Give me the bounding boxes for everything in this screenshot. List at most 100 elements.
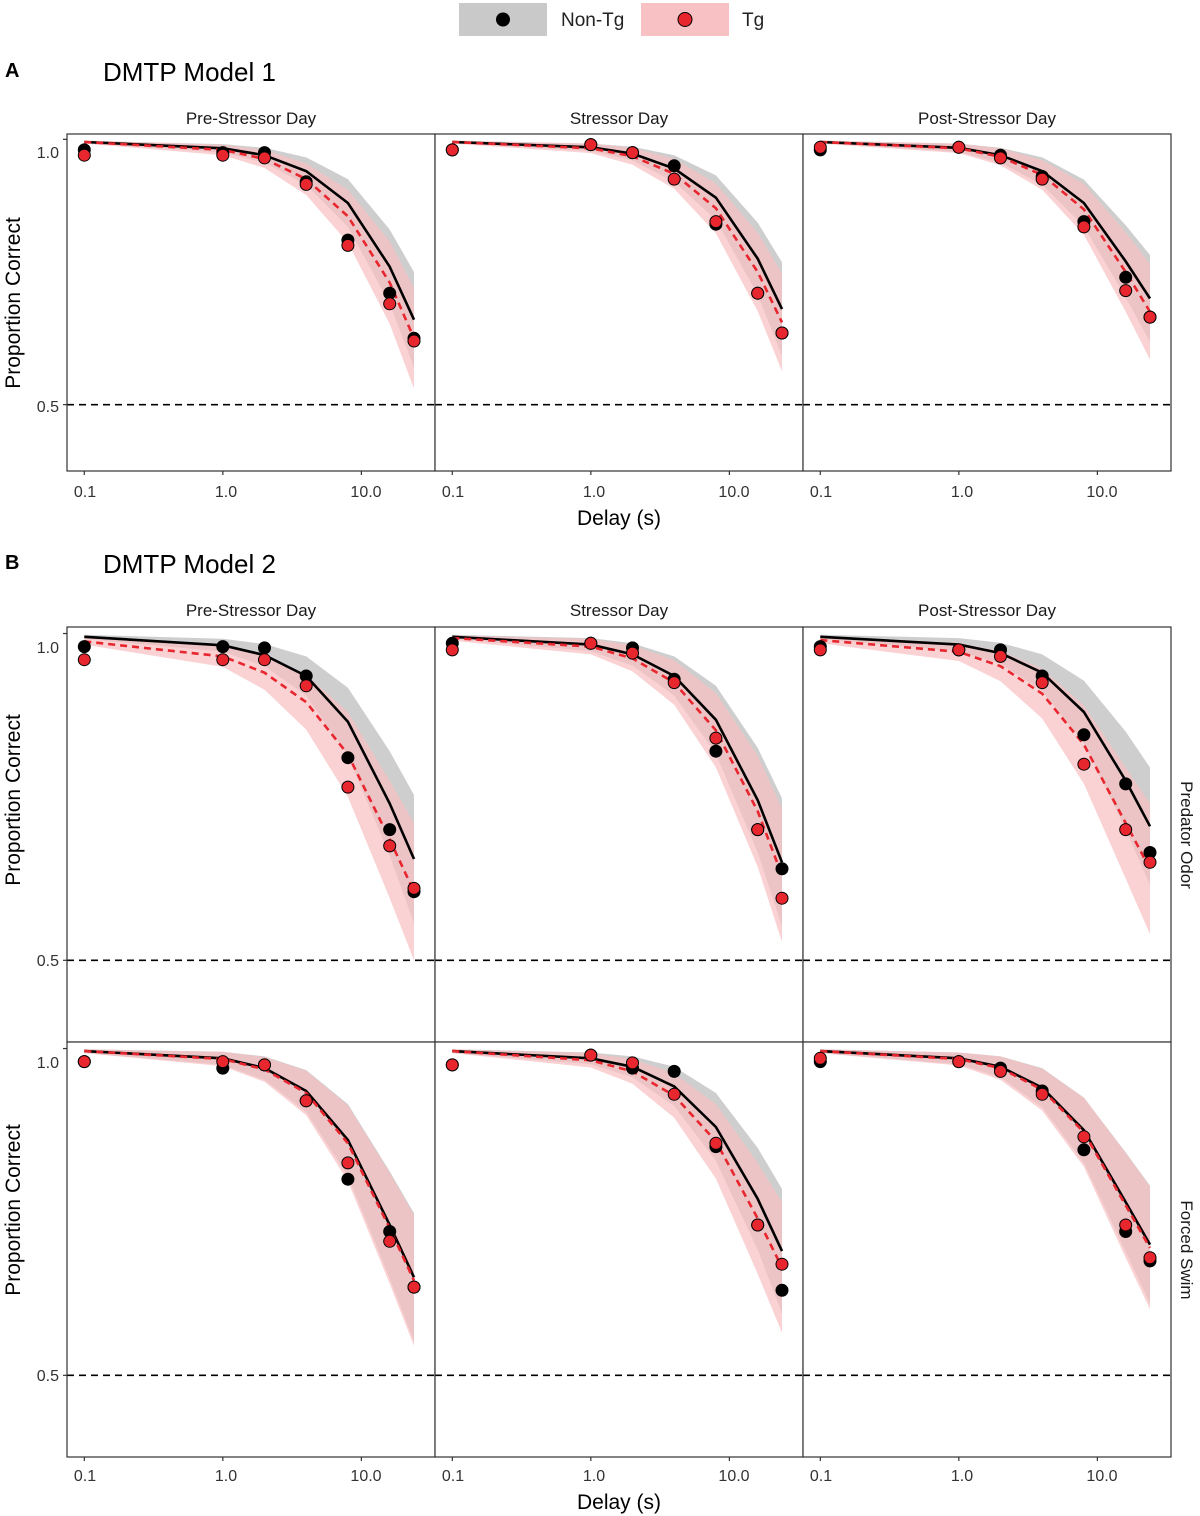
panel-letter-b: B: [5, 552, 19, 574]
panel-title-b: DMTP Model 2: [103, 549, 276, 579]
x-tick-b-c1-2: 10.0: [718, 1468, 749, 1485]
x-tick-b-c1-0: 0.1: [442, 1468, 464, 1485]
facet-b-forced-swim-pre-stressor-day-plot-area: [67, 1049, 435, 1377]
facet-b-forced-swim-stressor-day-band-tg: [452, 1049, 782, 1333]
facet-a-stressor-day-point-tg-3: [667, 172, 681, 186]
y-axis-title-a: Proportion Correct: [2, 217, 25, 389]
facet-a-pre-stressor-day-point-tg-0: [77, 148, 91, 162]
legend: Non-Tg Tg: [459, 3, 764, 36]
facet-b-predator-odor-post-stressor-day-point-non-tg-4: [1077, 728, 1091, 742]
x-ticks-a: 0.1 1.0 10.0 0.1 1.0 10.0 0.1 1.0 10.0: [74, 484, 1118, 501]
facet-b-forced-swim-pre-stressor-day-point-non-tg-4: [341, 1172, 355, 1186]
facet-a-stressor-day-point-tg-5: [751, 286, 765, 300]
x-tick-b-c1-1: 1.0: [583, 1468, 605, 1485]
y-tick-a-1: 1.0: [37, 145, 59, 162]
facet-b-predator-odor-pre-stressor-day-point-tg-6: [407, 881, 421, 895]
facet-b-predator-odor-stressor-day-point-tg-3: [667, 676, 681, 690]
facet-b-forced-swim-pre-stressor-day-point-tg-6: [407, 1280, 421, 1294]
x-tick-b-c0-1: 1.0: [215, 1468, 237, 1485]
facet-b-forced-swim-pre-stressor-day-point-tg-5: [383, 1234, 397, 1248]
facet-b-predator-odor-post-stressor-day-plot-area: [803, 634, 1171, 962]
facet-a-post-stressor-day-point-tg-5: [1119, 284, 1133, 298]
facet-a-post-stressor-day-point-non-tg-5: [1119, 270, 1133, 284]
facet-a-post-stressor-day-point-tg-4: [1077, 220, 1091, 234]
facet-b-forced-swim-post-stressor-day-frame: [802, 1041, 1172, 1458]
facet-a-post-stressor-day: [802, 133, 1172, 475]
facet-a-post-stressor-day-point-tg-6: [1143, 310, 1157, 324]
facet-a-post-stressor-day-frame: [802, 133, 1172, 472]
facet-b-forced-swim-post-stressor-day-point-tg-3: [1035, 1087, 1049, 1101]
facet-b-forced-swim-stressor-day-point-tg-1: [584, 1048, 598, 1062]
facet-b-forced-swim-stressor-day-point-tg-5: [751, 1218, 765, 1232]
x-tick-b-c2-1: 1.0: [951, 1468, 973, 1485]
strip-label-b-post: Post-Stressor Day: [918, 601, 1056, 620]
facet-a-pre-stressor-day-point-tg-2: [258, 151, 271, 165]
facet-a-pre-stressor-day-point-tg-5: [383, 297, 397, 311]
facet-b-forced-swim-pre-stressor-day-point-tg-0: [77, 1055, 91, 1069]
facet-b-predator-odor-post-stressor-day-point-tg-5: [1119, 823, 1133, 837]
x-tick-a-c2-2: 10.0: [1086, 484, 1117, 501]
facet-b-predator-odor-stressor-day-plot-area: [435, 634, 803, 962]
facet-b-predator-odor-stressor-day-point-tg-2: [626, 646, 639, 660]
facet-a-stressor-day-plot-area: [435, 138, 803, 406]
facet-b-forced-swim-post-stressor-day-point-tg-0: [813, 1051, 827, 1065]
facet-a-post-stressor-day-point-tg-3: [1035, 172, 1049, 186]
facet-a-stressor-day-background: [435, 134, 803, 471]
legend-label-non-tg: Non-Tg: [561, 10, 624, 31]
facet-b-forced-swim-post-stressor-day-background: [803, 1042, 1171, 1457]
facet-a-stressor-day-point-non-tg-3: [667, 159, 681, 173]
facet-b-predator-odor-pre-stressor-day-point-tg-0: [77, 653, 91, 667]
facet-b-predator-odor-pre-stressor-day-point-non-tg-5: [383, 823, 397, 837]
legend-key-tg-point: [677, 12, 693, 27]
facet-b-predator-odor-post-stressor-day-point-tg-6: [1143, 855, 1157, 869]
facet-a-stressor-day-band-tg: [452, 140, 782, 372]
facet-b-predator-odor-pre-stressor-day-point-non-tg-2: [258, 641, 271, 655]
x-tick-b-c0-0: 0.1: [74, 1468, 96, 1485]
facet-b-forced-swim-stressor-day-plot-area: [435, 1048, 803, 1377]
panel-letter-a: A: [5, 60, 19, 82]
x-tick-a-c2-1: 1.0: [951, 484, 973, 501]
facet-b-predator-odor-stressor-day-background: [435, 627, 803, 1042]
facet-b-forced-swim-post-stressor-day-point-tg-6: [1143, 1251, 1157, 1265]
facet-b-predator-odor-pre-stressor-day-point-tg-3: [299, 679, 313, 693]
x-axis-title-a: Delay (s): [577, 507, 661, 530]
facet-b-forced-swim-stressor-day-point-tg-2: [626, 1056, 639, 1070]
facet-b-predator-odor-stressor-day-point-tg-6: [775, 891, 789, 905]
strip-label-a-pre: Pre-Stressor Day: [186, 109, 317, 128]
facet-a-pre-stressor-day-band-tg: [84, 140, 415, 389]
y-tick-b1-0: 0.5: [37, 953, 59, 970]
facet-b-forced-swim-pre-stressor-day-point-tg-1: [216, 1055, 230, 1069]
strip-label-b-stressor: Stressor Day: [570, 601, 669, 620]
facet-a-post-stressor-day-band-tg: [820, 140, 1150, 360]
y-tick-b2-1: 1.0: [37, 1055, 59, 1072]
facet-b-predator-odor-pre-stressor-day-band-tg: [84, 638, 415, 961]
x-axis-title-b: Delay (s): [577, 1491, 661, 1514]
facet-a-stressor-day-point-tg-1: [584, 138, 598, 152]
facet-b-predator-odor-pre-stressor-day-point-tg-2: [258, 653, 271, 667]
facet-a-post-stressor-day-point-tg-1: [952, 140, 966, 154]
facet-b-forced-swim-pre-stressor-day: [63, 1041, 436, 1461]
facet-a-stressor-day: [434, 133, 804, 475]
facet-a-post-stressor-day-point-tg-0: [813, 140, 827, 154]
facet-b-predator-odor-stressor-day-point-non-tg-6: [775, 862, 789, 876]
facet-b-predator-odor-post-stressor-day: [802, 626, 1172, 1043]
facet-a-stressor-day-point-tg-4: [709, 215, 723, 229]
facet-b-forced-swim-post-stressor-day-point-tg-4: [1077, 1130, 1091, 1144]
facet-b-forced-swim-post-stressor-day: [802, 1041, 1172, 1461]
facet-b-predator-odor-stressor-day-point-tg-0: [445, 643, 459, 657]
facet-b-forced-swim-stressor-day-point-non-tg-6: [775, 1283, 789, 1297]
y-tick-a-0: 0.5: [37, 399, 59, 416]
facet-b-predator-odor-post-stressor-day-point-tg-2: [994, 649, 1007, 663]
facet-b-forced-swim-post-stressor-day-plot-area: [803, 1049, 1171, 1377]
facet-b-predator-odor-pre-stressor-day: [63, 626, 436, 1043]
facet-grid: [63, 133, 1172, 1461]
facet-b-forced-swim-stressor-day-point-tg-6: [775, 1257, 789, 1271]
facet-b-predator-odor-post-stressor-day-point-tg-0: [813, 643, 827, 657]
facet-b-forced-swim-stressor-day-point-tg-3: [667, 1087, 681, 1101]
y-axis-title-b-top: Proportion Correct: [2, 714, 25, 886]
row-label-forced-swim: Forced Swim: [1177, 1200, 1196, 1299]
legend-label-tg: Tg: [742, 10, 764, 31]
facet-b-forced-swim-stressor-day-background: [435, 1042, 803, 1457]
facet-b-predator-odor-stressor-day-point-non-tg-4: [709, 744, 723, 758]
facet-a-pre-stressor-day-point-tg-4: [341, 238, 355, 252]
